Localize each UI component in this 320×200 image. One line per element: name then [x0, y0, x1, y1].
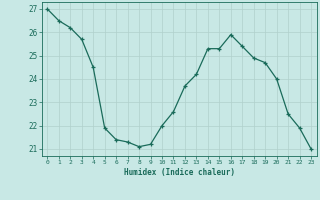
X-axis label: Humidex (Indice chaleur): Humidex (Indice chaleur): [124, 168, 235, 177]
